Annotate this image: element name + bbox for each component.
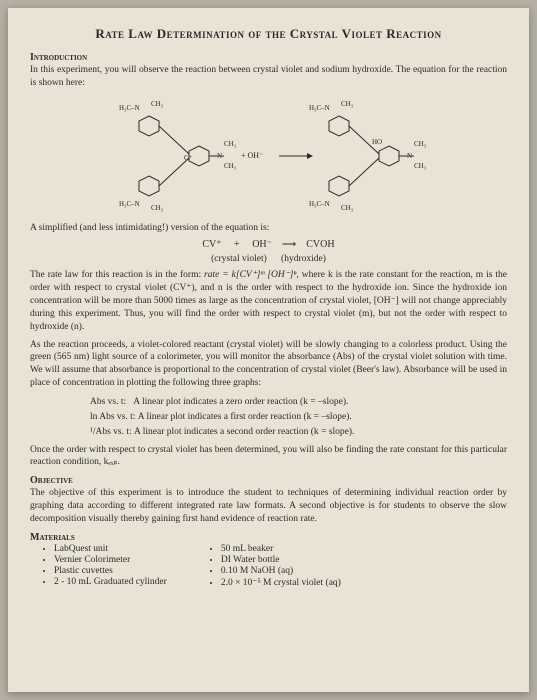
svg-text:N: N	[407, 152, 412, 160]
materials-columns: LabQuest unit Vernier Colorimeter Plasti…	[30, 544, 507, 589]
g2-left: ln Abs vs. t:	[90, 412, 135, 422]
simplified-equation: CV⁺ + OH⁻ ⟶ CVOH	[30, 239, 507, 250]
svg-text:H₃C–N: H₃C–N	[119, 200, 140, 208]
eq-cvoh: CVOH	[306, 239, 334, 250]
graph-relations: Abs vs. t: A linear plot indicates a zer…	[90, 395, 507, 440]
svg-text:CH₃: CH₃	[341, 100, 354, 108]
intro-paragraph: In this experiment, you will observe the…	[30, 64, 507, 90]
list-item: Plastic cuvettes	[54, 566, 167, 576]
list-item: LabQuest unit	[54, 544, 167, 554]
g1-right: A linear plot indicates a zero order rea…	[133, 397, 348, 407]
list-item: 50 mL beaker	[221, 544, 341, 554]
eq-oh: OH⁻	[252, 239, 272, 250]
objective-paragraph: The objective of this experiment is to i…	[30, 487, 507, 525]
list-item: 0.10 M NaOH (aq)	[221, 566, 341, 576]
eq-plus: +	[234, 239, 240, 250]
svg-text:H₃C–N: H₃C–N	[309, 104, 330, 112]
svg-text:CH₃: CH₃	[224, 140, 237, 148]
svg-text:H₃C–N: H₃C–N	[309, 200, 330, 208]
g3-right: A linear plot indicates a second order r…	[134, 427, 354, 437]
para1-a: The rate law for this reaction is in the…	[30, 270, 204, 280]
rate-law-paragraph: The rate law for this reaction is in the…	[30, 269, 507, 333]
materials-right-list: 50 mL beaker DI Water bottle 0.10 M NaOH…	[221, 544, 341, 589]
g2-right: A linear plot indicates a first order re…	[138, 412, 352, 422]
reaction-structure-diagram: H₃C–N CH₃ H₃C–N CH₃ CH₃ CH₃ C⁺ N + OH⁻ H…	[30, 96, 507, 216]
rate-law-equation: rate = k[CV⁺]ᵐ [OH⁻]ⁿ	[204, 270, 296, 280]
label-hydroxide: (hydroxide)	[281, 254, 326, 264]
g3-left: ¹/Abs vs. t:	[90, 427, 132, 437]
svg-text:CH₃: CH₃	[151, 204, 164, 212]
label-crystal-violet: (crystal violet)	[211, 254, 267, 264]
list-item: 2 - 10 mL Graduated cylinder	[54, 577, 167, 587]
absorbance-paragraph: As the reaction proceeds, a violet-color…	[30, 339, 507, 390]
materials-left-list: LabQuest unit Vernier Colorimeter Plasti…	[54, 544, 167, 589]
molecule-svg: H₃C–N CH₃ H₃C–N CH₃ CH₃ CH₃ C⁺ N + OH⁻ H…	[89, 96, 449, 216]
svg-text:CH₃: CH₃	[341, 204, 354, 212]
g1-left: Abs vs. t:	[90, 397, 126, 407]
plus-oh-label: + OH⁻	[241, 151, 263, 160]
list-item: DI Water bottle	[221, 555, 341, 565]
svg-text:C⁺: C⁺	[184, 154, 193, 162]
simplified-lead: A simplified (and less intimidating!) ve…	[30, 222, 507, 235]
introduction-heading: Introduction	[30, 52, 507, 63]
svg-text:H₃C–N: H₃C–N	[119, 104, 140, 112]
svg-text:CH₃: CH₃	[414, 140, 427, 148]
eq-arrow: ⟶	[282, 239, 296, 250]
svg-text:CH₃: CH₃	[224, 162, 237, 170]
document-page: Rate Law Determination of the Crystal Vi…	[8, 8, 529, 692]
page-title: Rate Law Determination of the Crystal Vi…	[30, 26, 507, 42]
list-item: 2.0 × 10⁻⁵ M crystal violet (aq)	[221, 577, 341, 588]
objective-heading: Objective	[30, 475, 507, 486]
svg-text:N: N	[217, 152, 222, 160]
equation-labels: (crystal violet) (hydroxide)	[30, 254, 507, 264]
rate-constant-paragraph: Once the order with respect to crystal v…	[30, 444, 507, 470]
svg-text:CH₃: CH₃	[414, 162, 427, 170]
svg-text:HO: HO	[372, 138, 382, 146]
svg-text:CH₃: CH₃	[151, 100, 164, 108]
eq-cv: CV⁺	[202, 239, 221, 250]
materials-heading: Materials	[30, 532, 507, 543]
list-item: Vernier Colorimeter	[54, 555, 167, 565]
